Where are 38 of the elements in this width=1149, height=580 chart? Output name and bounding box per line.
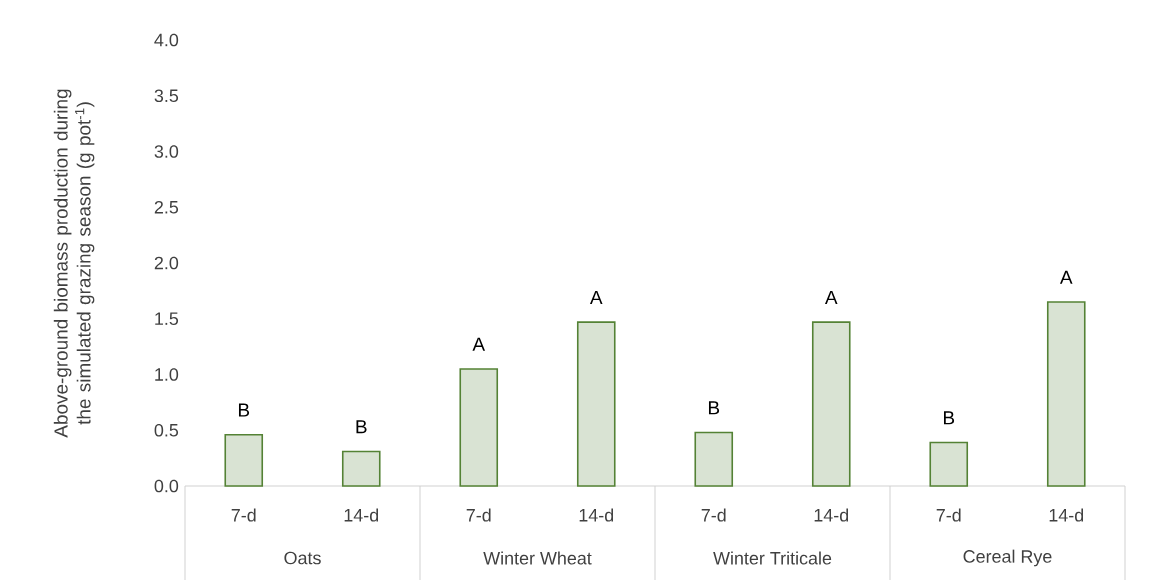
y-tick-label: 2.5 xyxy=(154,200,179,214)
bar xyxy=(929,441,969,487)
bar xyxy=(576,321,616,487)
y-tick-label: 3.0 xyxy=(154,145,179,158)
data-label: B xyxy=(943,411,955,425)
text: Cereal Rye xyxy=(963,549,1052,567)
y-axis-title: Above-ground biomass production during the simulated grazing season (g pot$^{-1}$) xyxy=(53,89,95,438)
x-tick-label: 7-d xyxy=(466,508,491,522)
y-tick-label: 3.5 xyxy=(154,89,179,103)
text: Oats xyxy=(284,551,321,565)
text: Winter Wheat xyxy=(483,551,592,565)
x-tick-label: 14-d xyxy=(1049,508,1084,522)
x-tick-label: 7-d xyxy=(231,508,256,522)
y-tick-label: 0.5 xyxy=(154,423,179,437)
y-tick-label: 1.0 xyxy=(155,368,179,381)
bar xyxy=(811,321,851,487)
bar xyxy=(1046,301,1086,487)
bar xyxy=(341,450,381,487)
x-tick-label: 14-d xyxy=(579,508,614,522)
x-tick-label: 14-d xyxy=(814,508,849,522)
data-label: A xyxy=(472,337,486,351)
bar xyxy=(694,431,734,487)
y-tick-label: 0.0 xyxy=(154,479,179,493)
data-label: B xyxy=(356,420,367,434)
data-label: A xyxy=(1059,270,1073,284)
data-label: A xyxy=(589,290,603,304)
x-tick-label: 7-d xyxy=(701,508,726,522)
y-tick-label: 1.5 xyxy=(155,312,179,325)
text: Winter Triticale xyxy=(713,551,832,565)
bar xyxy=(224,433,264,487)
x-tick-label: 7-d xyxy=(936,508,961,522)
data-label: B xyxy=(708,401,720,415)
bar xyxy=(459,368,499,487)
y-tick-label: 4.0 xyxy=(154,33,179,47)
data-label: B xyxy=(238,403,250,417)
x-tick-label: 14-d xyxy=(344,508,379,522)
data-label: A xyxy=(824,290,838,304)
y-tick-label: 2.0 xyxy=(154,256,179,270)
